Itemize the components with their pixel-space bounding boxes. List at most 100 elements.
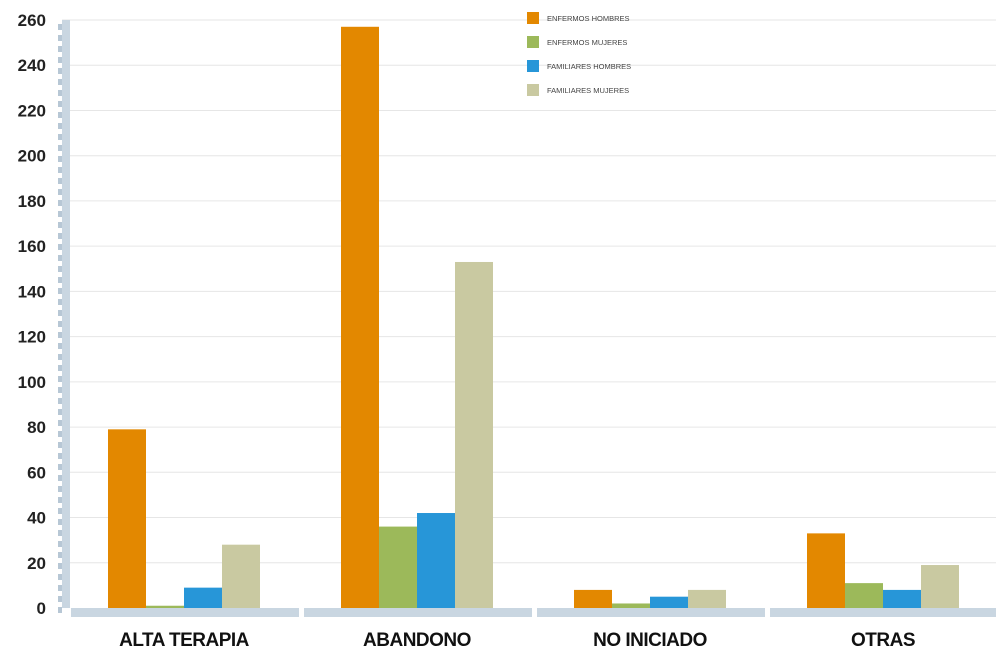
y-axis-tick xyxy=(58,112,62,118)
y-axis-tick xyxy=(58,508,62,514)
y-tick-label: 120 xyxy=(18,328,46,347)
y-axis-tick xyxy=(58,233,62,239)
bar xyxy=(807,533,845,608)
y-axis-tick xyxy=(58,178,62,184)
y-tick-label: 100 xyxy=(18,373,46,392)
y-tick-label: 220 xyxy=(18,101,46,120)
y-tick-label: 0 xyxy=(37,599,46,618)
y-axis-tick xyxy=(58,442,62,448)
y-axis-tick xyxy=(58,453,62,459)
y-tick-label: 80 xyxy=(27,418,46,437)
category-label: ABANDONO xyxy=(363,630,471,651)
y-axis-tick xyxy=(58,90,62,96)
y-axis-tick xyxy=(58,574,62,580)
category-label: NO INICIADO xyxy=(593,630,707,651)
y-tick-label: 240 xyxy=(18,56,46,75)
bar xyxy=(688,589,726,608)
y-axis-tick xyxy=(58,123,62,129)
y-axis-tick xyxy=(58,156,62,162)
bar xyxy=(845,583,883,608)
y-axis-tick xyxy=(58,189,62,195)
legend: ENFERMOS HOMBRES ENFERMOS MUJERES FAMILIAR… xyxy=(527,12,631,96)
y-axis-tick xyxy=(58,321,62,327)
y-tick-label: 160 xyxy=(18,237,46,256)
y-axis-tick xyxy=(58,420,62,426)
y-axis-tick xyxy=(58,475,62,481)
y-axis-tick xyxy=(58,101,62,107)
category-labels: ALTA TERAPIA ABANDONO NO INICIADO OTRAS xyxy=(119,630,915,651)
bar xyxy=(455,261,493,608)
y-axis-tick xyxy=(58,387,62,393)
y-axis-tick xyxy=(58,299,62,305)
y-axis-tick xyxy=(58,222,62,228)
legend-label: ENFERMOS HOMBRES xyxy=(547,14,630,23)
y-axis-tick xyxy=(58,376,62,382)
y-axis-tick xyxy=(58,486,62,492)
y-axis-tick xyxy=(58,497,62,503)
y-axis-bar xyxy=(62,20,70,608)
y-axis-tick xyxy=(58,332,62,338)
y-axis-tick xyxy=(58,464,62,470)
y-tick-label: 260 xyxy=(18,11,46,30)
x-axis-segment xyxy=(770,608,996,617)
y-tick-label: 200 xyxy=(18,147,46,166)
y-axis-tick xyxy=(58,24,62,30)
bar xyxy=(379,526,417,608)
y-axis-tick xyxy=(58,585,62,591)
x-axis-segment xyxy=(304,608,532,617)
legend-swatch xyxy=(527,36,539,48)
x-axis-floor xyxy=(71,608,996,617)
y-axis-tick xyxy=(58,266,62,272)
y-axis-tick xyxy=(58,57,62,63)
y-axis-tick xyxy=(58,35,62,41)
y-axis-tick xyxy=(58,519,62,525)
bar xyxy=(417,513,455,608)
y-axis-tick xyxy=(58,167,62,173)
y-axis-tick xyxy=(58,596,62,602)
y-tick-label: 20 xyxy=(27,554,46,573)
legend-label: ENFERMOS MUJERES xyxy=(547,38,627,47)
y-axis-tick xyxy=(58,354,62,360)
legend-swatch xyxy=(527,12,539,24)
bar xyxy=(222,544,260,608)
x-axis-segment xyxy=(71,608,299,617)
y-axis-tick xyxy=(58,255,62,261)
y-axis-tick xyxy=(58,288,62,294)
y-axis-tick xyxy=(58,211,62,217)
y-axis-tick xyxy=(58,343,62,349)
bar xyxy=(921,565,959,608)
y-axis-tick xyxy=(58,607,62,613)
y-axis-tick xyxy=(58,46,62,52)
y-axis-tick xyxy=(58,563,62,569)
y-axis-tick xyxy=(58,552,62,558)
y-axis xyxy=(58,20,70,613)
bar xyxy=(108,429,146,608)
y-tick-labels: 0 20 40 60 80 100 120 140 160 180 200 220 240 260 xyxy=(18,11,46,618)
bar xyxy=(574,589,612,608)
y-axis-tick xyxy=(58,541,62,547)
x-axis-segment xyxy=(537,608,765,617)
category-label: OTRAS xyxy=(851,630,915,651)
legend-label: FAMILIARES MUJERES xyxy=(547,86,629,95)
y-axis-tick xyxy=(58,200,62,206)
y-tick-label: 40 xyxy=(27,509,46,528)
y-axis-tick xyxy=(58,79,62,85)
y-axis-tick xyxy=(58,530,62,536)
bar xyxy=(883,589,921,608)
legend-label: FAMILIARES HOMBRES xyxy=(547,62,631,71)
bar xyxy=(184,587,222,608)
legend-swatch xyxy=(527,60,539,72)
y-axis-tick xyxy=(58,431,62,437)
y-axis-tick xyxy=(58,68,62,74)
y-axis-tick xyxy=(58,310,62,316)
y-tick-label: 180 xyxy=(18,192,46,211)
legend-swatch xyxy=(527,84,539,96)
bar xyxy=(146,605,184,608)
bar xyxy=(612,603,650,608)
y-axis-tick xyxy=(58,365,62,371)
y-axis-tick xyxy=(58,145,62,151)
bar xyxy=(650,596,688,608)
y-axis-tick xyxy=(58,398,62,404)
gridlines xyxy=(62,19,996,564)
